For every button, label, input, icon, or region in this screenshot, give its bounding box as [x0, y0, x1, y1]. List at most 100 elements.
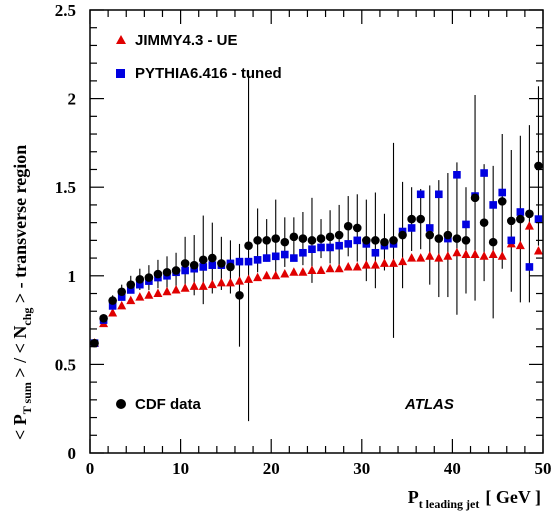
data-point-cdf: [334, 230, 344, 240]
data-point-jimmy43: [434, 253, 444, 262]
data-point-jimmy43: [325, 263, 335, 273]
data-point-jimmy43: [524, 221, 534, 230]
data-point-cdf: [153, 269, 163, 279]
data-point-cdf: [180, 259, 190, 268]
x-axis-title-main: P: [408, 487, 419, 507]
data-point-pythia6416: [353, 236, 362, 245]
legend-label-jimmy: JIMMY4.3 - UE: [135, 32, 238, 49]
data-point-cdf: [90, 338, 99, 348]
y-tick-label: 0.5: [55, 355, 76, 374]
data-point-cdf: [352, 223, 362, 233]
y-tick-label: 0: [68, 444, 77, 463]
data-point-jimmy43: [225, 277, 235, 287]
data-point-jimmy43: [470, 249, 480, 259]
legend-marker-pythia: [116, 69, 125, 78]
y-axis-title-sub1: T sum: [20, 382, 34, 414]
data-point-cdf: [452, 234, 462, 243]
data-point-jimmy43: [171, 284, 181, 294]
data-point-cdf: [271, 234, 281, 243]
data-point-pythia6416: [489, 201, 497, 209]
data-point-jimmy43: [316, 265, 326, 274]
data-point-cdf: [506, 216, 516, 226]
data-point-cdf: [217, 259, 226, 268]
data-point-cdf: [343, 221, 353, 231]
data-point-cdf: [316, 234, 326, 243]
data-point-jimmy43: [379, 258, 389, 267]
data-point-pythia6416: [344, 240, 353, 248]
data-point-cdf: [253, 236, 262, 245]
atlas-annotation: ATLAS: [404, 396, 454, 413]
y-tick-label: 2.5: [55, 1, 76, 20]
data-point-cdf: [416, 214, 425, 224]
data-point-cdf: [470, 193, 480, 203]
data-point-cdf: [162, 267, 172, 277]
legend: JIMMY4.3 - UE PYTHIA6.416 - tuned CDF da…: [116, 32, 282, 413]
data-point-cdf: [325, 232, 335, 242]
data-point-pythia6416: [335, 241, 343, 250]
data-point-jimmy43: [207, 279, 217, 289]
data-point-jimmy43: [144, 290, 154, 299]
data-point-jimmy43: [307, 265, 317, 274]
data-point-pythia6416: [480, 169, 488, 177]
data-point-jimmy43: [135, 292, 145, 301]
plot-frame: [89, 9, 544, 454]
data-point-cdf: [534, 161, 543, 171]
data-point-cdf: [479, 218, 489, 227]
y-axis-title-sub2: chg: [20, 308, 34, 326]
data-point-jimmy43: [289, 267, 299, 276]
y-axis-title: < PT sum > / < Nchg > - transverse regio…: [10, 145, 34, 440]
y-tick-label: 2: [68, 90, 77, 109]
data-point-jimmy43: [352, 261, 362, 271]
data-point-cdf: [226, 262, 235, 272]
data-point-jimmy43: [234, 276, 244, 285]
data-point-jimmy43: [398, 256, 408, 266]
x-tick-label: 20: [263, 459, 280, 478]
x-tick-label: 50: [535, 459, 552, 478]
y-tick-label: 1: [68, 267, 77, 286]
data-point-cdf: [434, 234, 444, 243]
data-point-cdf: [307, 236, 317, 245]
data-point-jimmy43: [108, 308, 118, 317]
legend-label-cdf: CDF data: [135, 396, 201, 413]
data-point-cdf: [371, 236, 380, 245]
data-point-jimmy43: [533, 245, 543, 255]
data-point-pythia6416: [407, 224, 416, 232]
data-point-jimmy43: [271, 270, 281, 280]
data-point-jimmy43: [180, 283, 190, 292]
data-point-pythia6416: [235, 257, 244, 266]
data-point-pythia6416: [280, 250, 289, 259]
data-point-jimmy43: [452, 247, 462, 257]
x-axis-title-sub: t leading jet: [419, 497, 480, 511]
data-point-jimmy43: [416, 253, 426, 262]
x-tick-label: 0: [86, 459, 95, 478]
data-point-jimmy43: [389, 258, 399, 267]
data-point-jimmy43: [253, 272, 263, 282]
data-point-cdf: [117, 287, 127, 297]
data-point-pythia6416: [425, 224, 434, 232]
data-point-cdf: [235, 290, 244, 300]
data-point-pythia6416: [516, 208, 525, 216]
data-point-pythia6416: [326, 243, 334, 252]
data-point-pythia6416: [534, 215, 543, 223]
y-axis-title-part1: < P: [10, 414, 30, 440]
data-point-jimmy43: [334, 263, 344, 273]
x-axis-title: Pt leading jet [ GeV ]: [408, 487, 541, 511]
data-point-pythia6416: [462, 220, 470, 229]
data-point-jimmy43: [497, 251, 507, 260]
data-point-jimmy43: [280, 269, 290, 278]
data-point-pythia6416: [507, 236, 516, 245]
data-point-cdf: [443, 230, 453, 240]
data-point-pythia6416: [371, 248, 380, 257]
data-point-cdf: [488, 237, 498, 247]
data-point-cdf: [244, 241, 253, 250]
data-point-pythia6416: [308, 245, 316, 254]
data-point-jimmy43: [153, 288, 163, 298]
data-point-jimmy43: [117, 300, 127, 310]
x-axis-title-unit: [ GeV ]: [485, 487, 541, 507]
data-point-pythia6416: [244, 257, 253, 266]
data-point-jimmy43: [515, 240, 525, 250]
data-point-jimmy43: [244, 274, 254, 283]
data-point-jimmy43: [443, 251, 453, 260]
data-point-pythia6416: [108, 302, 117, 310]
